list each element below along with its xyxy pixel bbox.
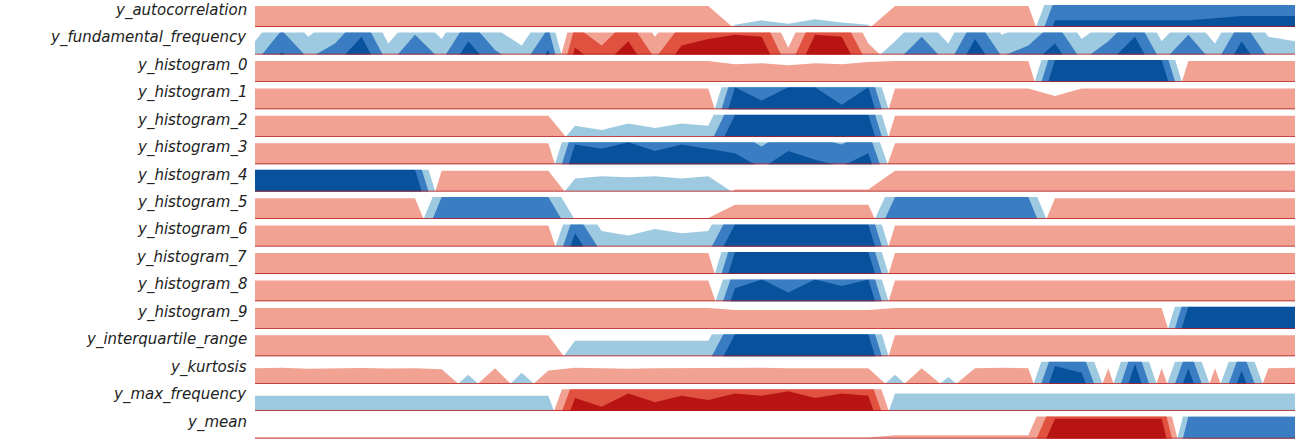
svg-text:y_histogram_1: y_histogram_1 xyxy=(137,83,247,102)
svg-text:y_histogram_2: y_histogram_2 xyxy=(137,111,247,130)
svg-text:y_mean: y_mean xyxy=(187,413,247,432)
svg-text:y_histogram_3: y_histogram_3 xyxy=(137,138,247,157)
svg-text:y_histogram_6: y_histogram_6 xyxy=(137,220,247,239)
svg-text:y_interquartile_range: y_interquartile_range xyxy=(86,330,247,349)
svg-text:y_histogram_5: y_histogram_5 xyxy=(137,193,247,212)
svg-text:y_fundamental_frequency: y_fundamental_frequency xyxy=(50,28,247,47)
svg-text:y_kurtosis: y_kurtosis xyxy=(170,358,247,377)
svg-text:y_histogram_8: y_histogram_8 xyxy=(137,275,247,294)
svg-text:y_max_frequency: y_max_frequency xyxy=(113,385,247,404)
svg-text:y_histogram_7: y_histogram_7 xyxy=(136,248,247,267)
svg-text:y_histogram_0: y_histogram_0 xyxy=(137,56,247,75)
svg-text:y_histogram_9: y_histogram_9 xyxy=(137,303,247,322)
svg-text:y_autocorrelation: y_autocorrelation xyxy=(115,1,247,20)
svg-text:y_histogram_4: y_histogram_4 xyxy=(137,166,247,185)
